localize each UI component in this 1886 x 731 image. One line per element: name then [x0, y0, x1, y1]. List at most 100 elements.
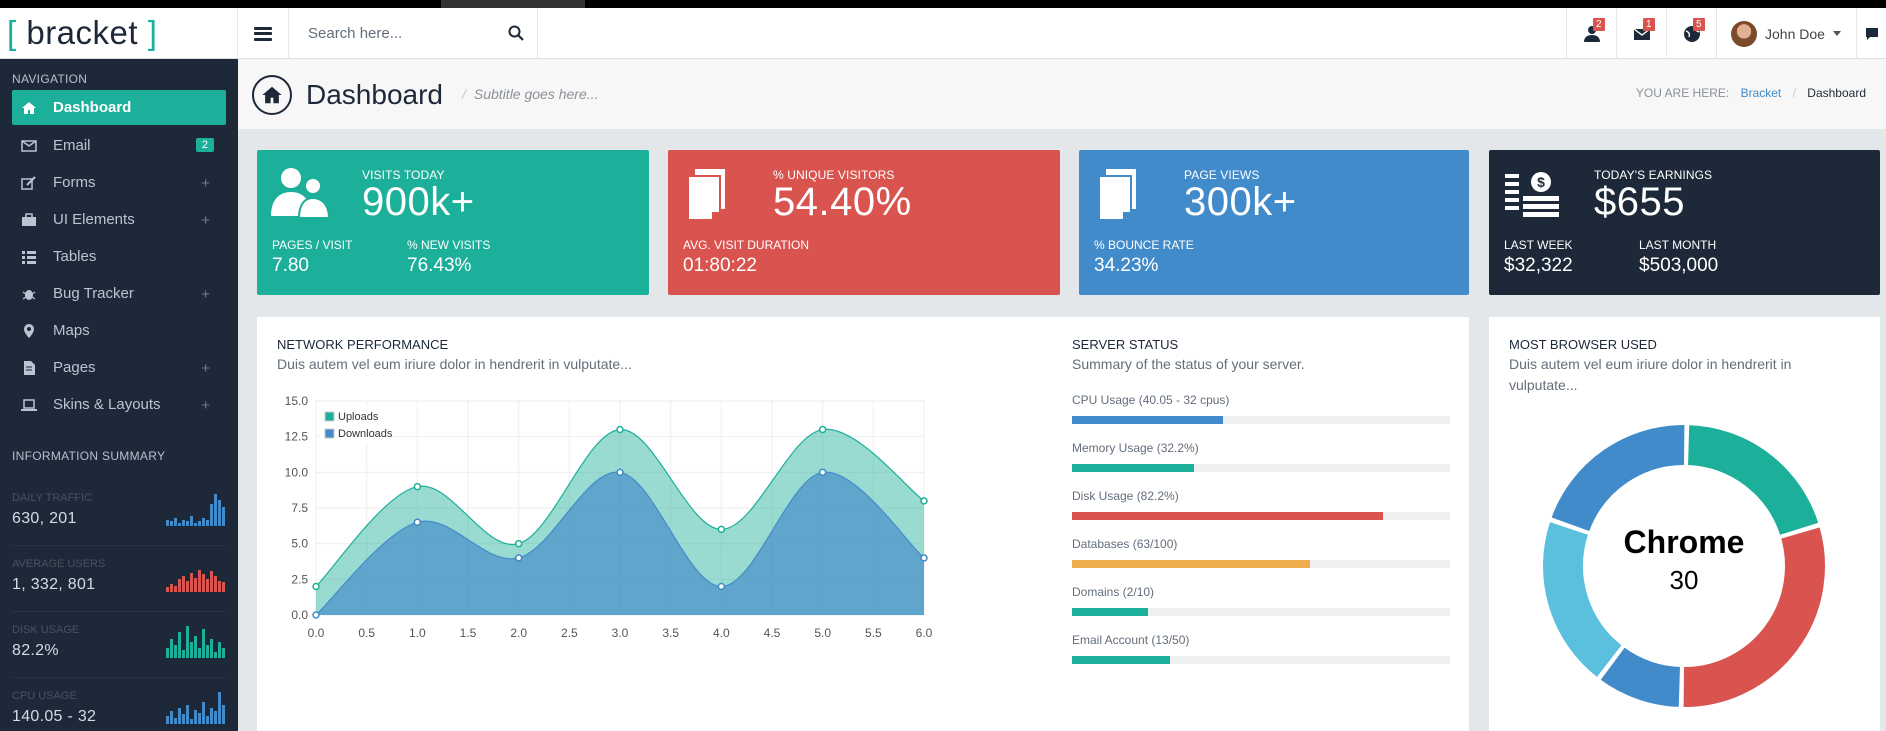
top-header: [ bracket ] 2 1 5 John Doe — [0, 8, 1886, 59]
x-tick-label: 4.5 — [764, 626, 781, 640]
stat-sub2-value: $503,000 — [1639, 255, 1719, 276]
data-point-uploads — [616, 425, 624, 434]
notifications-user-button[interactable]: 2 — [1566, 8, 1616, 59]
sidebar-item-maps[interactable]: Maps — [12, 312, 226, 349]
sidebar-item-label: Skins & Layouts — [53, 396, 161, 413]
sidebar-item-pages[interactable]: Pages + — [12, 349, 226, 386]
expand-plus-icon[interactable]: + — [201, 397, 210, 414]
spark-bar — [202, 629, 205, 658]
sidebar-item-tables[interactable]: Tables — [12, 238, 226, 275]
sparkline — [166, 690, 226, 724]
info-cpu-usage: CPU USAGE 140.05 - 32 — [12, 678, 226, 731]
spark-bar — [210, 638, 213, 658]
y-tick-label: 2.5 — [291, 572, 308, 586]
search-icon[interactable] — [508, 25, 524, 41]
nav-heading: NAVIGATION — [12, 72, 88, 86]
x-tick-label: 4.0 — [713, 626, 730, 640]
browser-donut-chart[interactable] — [1529, 421, 1839, 711]
donut-center-text: Chrome 30 — [1584, 524, 1784, 596]
sidebar-item-forms[interactable]: Forms + — [12, 164, 226, 201]
chevron-down-icon — [1832, 31, 1841, 36]
x-tick-label: 3.0 — [612, 626, 629, 640]
x-tick-label: 5.5 — [865, 626, 882, 640]
expand-plus-icon[interactable]: + — [201, 286, 210, 303]
header-right-tools: 2 1 5 John Doe — [1566, 8, 1886, 59]
network-performance-chart[interactable]: 0.0 0.5 1.0 1.5 2.0 2.5 3.0 3.5 4.0 4.5 5.0 5.5 6.0 0… — [257, 387, 1067, 731]
stat-value: 300k+ — [1184, 180, 1297, 224]
expand-plus-icon[interactable]: + — [201, 175, 210, 192]
sparkline — [166, 558, 226, 592]
progress-fill — [1072, 512, 1383, 520]
sidebar-item-dashboard[interactable]: Dashboard — [12, 90, 226, 125]
server-item-label: Disk Usage (82.2%) — [1072, 489, 1179, 503]
progress-fill — [1072, 464, 1194, 472]
page-title: Dashboard — [306, 79, 443, 110]
donut-slice-4[interactable] — [1549, 423, 1687, 534]
avatar — [1731, 20, 1757, 47]
spark-bar — [178, 708, 181, 724]
stat-title: % UNIQUE VISITORS — [773, 168, 895, 182]
notifications-mail-button[interactable]: 1 — [1616, 8, 1666, 59]
home-icon — [262, 86, 282, 104]
progress-bar — [1072, 464, 1450, 472]
browser-tab[interactable] — [441, 0, 585, 8]
stat-sub1-label: PAGES / VISIT — [272, 238, 353, 252]
donut-slice-3[interactable] — [1541, 519, 1625, 680]
spark-bar — [198, 648, 201, 658]
info-value: 630, 201 — [12, 510, 77, 527]
spark-bar — [194, 709, 197, 724]
data-point-downloads — [818, 468, 827, 477]
user-menu[interactable]: John Doe — [1716, 8, 1856, 59]
edit-icon — [21, 175, 36, 190]
sidebar-item-ui-elements[interactable]: UI Elements + — [12, 201, 226, 238]
spark-bar — [214, 651, 217, 658]
spark-bar — [190, 719, 193, 724]
sidebar-item-skins-layouts[interactable]: Skins & Layouts + — [12, 386, 226, 423]
documents-icon — [687, 167, 727, 221]
data-point-downloads — [514, 554, 523, 562]
donut-slice-0[interactable] — [1685, 423, 1821, 538]
spark-bar — [186, 626, 189, 658]
search-input[interactable] — [290, 8, 490, 59]
expand-plus-icon[interactable]: + — [201, 360, 210, 377]
spark-bar — [190, 642, 193, 658]
user-name: John Doe — [1765, 25, 1825, 42]
info-summary-heading: INFORMATION SUMMARY — [12, 449, 166, 463]
menu-toggle-button[interactable] — [238, 8, 289, 59]
chat-button[interactable] — [1856, 8, 1886, 59]
bug-icon — [22, 289, 36, 300]
briefcase-icon — [22, 212, 36, 226]
sidebar-item-email[interactable]: Email 2 — [12, 127, 226, 164]
y-tick-label: 10.0 — [285, 465, 309, 479]
spark-bar — [174, 645, 177, 658]
spark-bar — [222, 506, 225, 526]
brand-logo[interactable]: [ bracket ] — [0, 8, 238, 59]
spark-bar — [178, 579, 181, 592]
x-tick-label: 2.5 — [561, 626, 578, 640]
spark-bar — [198, 712, 201, 724]
spark-bar — [206, 579, 209, 592]
donut-slice-2[interactable] — [1597, 644, 1683, 709]
progress-bar — [1072, 656, 1450, 664]
spark-bar — [190, 516, 193, 526]
progress-fill — [1072, 416, 1224, 424]
donut-center-label: Chrome — [1623, 524, 1745, 560]
progress-bar — [1072, 416, 1450, 424]
stat-title: TODAY'S EARNINGS — [1594, 168, 1713, 182]
spark-bar — [202, 518, 205, 526]
spark-bar — [166, 587, 169, 592]
spark-bar — [214, 576, 217, 592]
spark-bar — [214, 711, 217, 724]
donut-slice-chrome[interactable] — [1681, 524, 1827, 709]
spark-bar — [206, 716, 209, 724]
spark-bar — [170, 711, 173, 724]
breadcrumb-link-bracket[interactable]: Bracket — [1740, 86, 1782, 100]
donut-center-value: 30 — [1669, 565, 1699, 595]
expand-plus-icon[interactable]: + — [201, 212, 210, 229]
sidebar-item-bug-tracker[interactable]: Bug Tracker + — [12, 275, 226, 312]
spark-bar — [194, 577, 197, 592]
x-tick-label: 1.5 — [460, 626, 477, 640]
x-tick-label: 0.0 — [308, 626, 325, 640]
notifications-globe-button[interactable]: 5 — [1666, 8, 1716, 59]
spark-bar — [166, 648, 169, 658]
